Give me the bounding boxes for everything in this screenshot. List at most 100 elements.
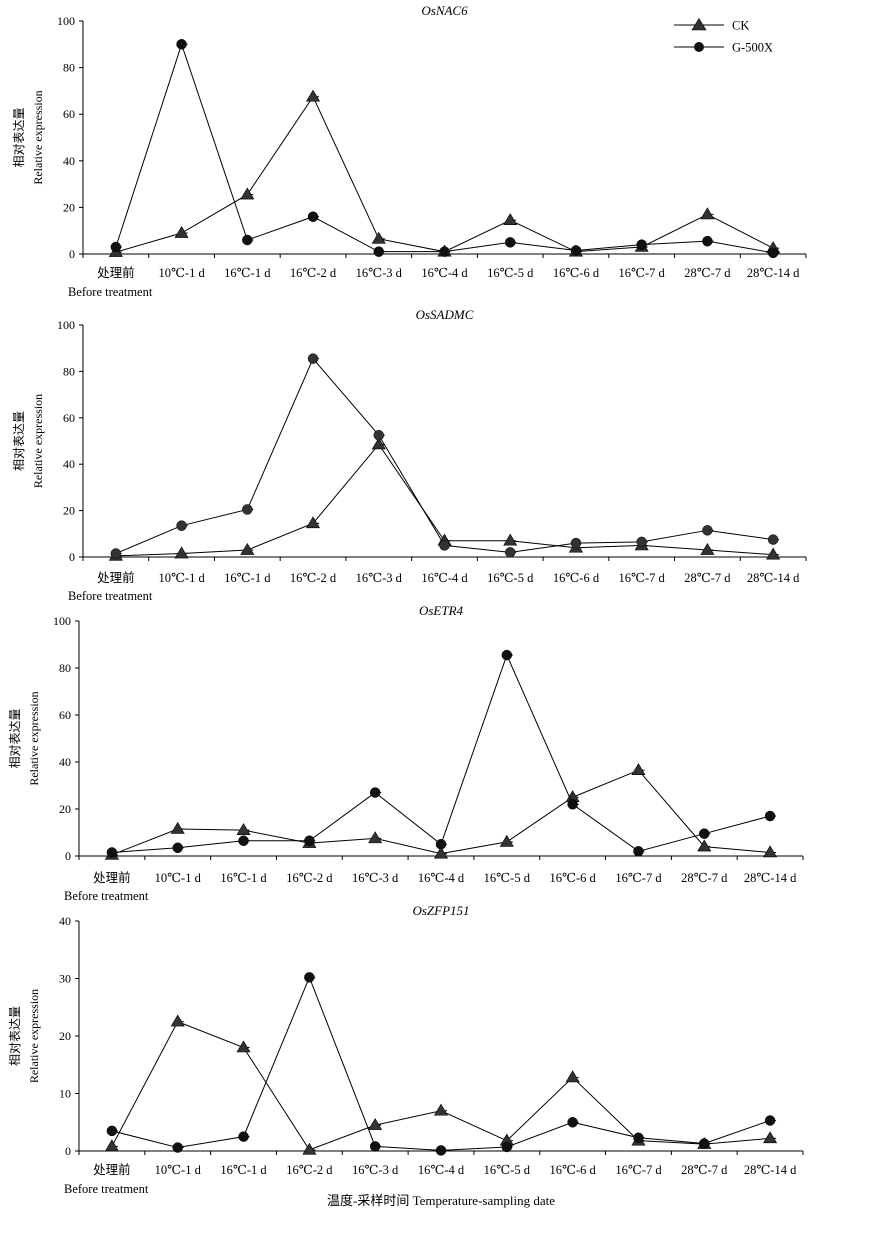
g500x-point	[106, 1125, 118, 1137]
g500x-point	[110, 548, 122, 559]
g500x-point	[373, 246, 385, 257]
ck-point	[174, 546, 189, 559]
y-tick-label: 20	[59, 802, 71, 816]
g500x-point	[238, 835, 249, 846]
y-tick-label: 80	[63, 61, 75, 75]
x-tick-label: 28℃-7 d	[684, 571, 731, 585]
x-tick-label: 16℃-1 d	[224, 571, 271, 585]
ck-point	[306, 516, 321, 529]
panel-title: OsZFP151	[412, 903, 469, 918]
g500x-point	[767, 247, 779, 259]
x-tick-label: 10℃-1 d	[155, 871, 202, 885]
g500x-point	[304, 972, 315, 983]
ck-point	[503, 533, 518, 546]
g500x-point	[304, 835, 315, 846]
before-treatment-label: Before treatment	[68, 285, 153, 299]
y-tick-label: 0	[65, 849, 71, 863]
g500x-point	[307, 211, 319, 222]
legend-ck-marker	[691, 17, 707, 31]
x-tick-label: 处理前	[93, 870, 131, 885]
panel-title: OsNAC6	[421, 3, 468, 18]
x-tick-label: 16℃-3 d	[356, 571, 403, 585]
x-tick-label: 处理前	[93, 1162, 131, 1177]
g500x-point	[172, 842, 183, 854]
g500x-point	[764, 1115, 776, 1126]
ck-point	[766, 547, 781, 560]
g500x-point	[106, 847, 118, 858]
g500x-point	[636, 239, 647, 250]
y-tick-label: 100	[53, 614, 71, 628]
g500x-point	[504, 237, 516, 248]
g500x-point	[570, 537, 582, 549]
y-tick-label: 100	[57, 14, 75, 28]
ck-point	[174, 225, 189, 238]
ck-point	[240, 187, 255, 200]
g500x-point	[633, 846, 644, 857]
x-tick-label: 16℃-4 d	[418, 871, 465, 885]
x-tick-label: 28℃-14 d	[744, 1163, 797, 1177]
ck-point	[565, 1070, 580, 1083]
ck-point	[240, 542, 255, 555]
g500x-point	[439, 246, 450, 257]
x-tick-label: 16℃-2 d	[290, 571, 337, 585]
x-tick-label: 28℃-7 d	[681, 871, 728, 885]
ck-point	[368, 831, 383, 844]
x-tick-label: 16℃-5 d	[487, 571, 534, 585]
x-tick-label: 16℃-3 d	[352, 1163, 399, 1177]
series-ck	[104, 1014, 778, 1155]
g500x-point	[435, 1145, 447, 1156]
ck-point	[371, 437, 386, 450]
before-treatment-label: Before treatment	[64, 1182, 149, 1196]
x-tick-label: 16℃-5 d	[487, 266, 534, 280]
ck-point	[763, 845, 778, 858]
x-tick-label: 16℃-4 d	[421, 266, 468, 280]
series-line	[111, 976, 771, 1151]
panel-OsSADMC: OsSADMC 0 20 40 60 80 100 处理前 10℃-1 d 16℃-1 d 16℃-…	[12, 307, 807, 603]
g500x-point	[633, 1132, 644, 1144]
legend: CK G-500X	[674, 17, 773, 55]
y-tick-label: 20	[59, 1029, 71, 1043]
y-tick-label: 40	[59, 755, 71, 769]
g500x-point	[501, 1141, 513, 1153]
ck-point	[104, 1139, 119, 1152]
y-tick-label: 30	[59, 972, 71, 986]
y-axis-label-cn: 相对表达量	[8, 1006, 22, 1066]
panel-OsNAC6: OsNAC6 0 20 40 60 80 100 处理前 10℃-1 d 16℃-1 d 16℃-2…	[12, 3, 807, 299]
y-tick-label: 40	[59, 914, 71, 928]
g500x-point	[242, 504, 253, 515]
y-tick-label: 20	[63, 504, 75, 518]
ck-point	[170, 821, 185, 834]
g500x-point	[238, 1131, 249, 1142]
ck-point	[371, 231, 386, 244]
y-tick-label: 60	[59, 708, 71, 722]
panel-OsETR4: OsETR4 0 20 40 60 80 100 处理前 10℃-1 d 16℃-1 d 16℃-2…	[8, 603, 804, 903]
ck-point	[170, 1014, 185, 1027]
x-tick-label: 16℃-3 d	[356, 266, 403, 280]
g500x-point	[702, 235, 713, 247]
y-tick-label: 40	[63, 154, 75, 168]
x-tick-label: 16℃-7 d	[615, 1163, 662, 1177]
ck-point	[302, 1142, 317, 1155]
ck-point	[697, 839, 712, 852]
x-tick-label: 10℃-1 d	[158, 571, 205, 585]
ck-point	[700, 207, 715, 220]
x-tick-label: 16℃-6 d	[553, 266, 600, 280]
x-tick-label: 16℃-3 d	[352, 871, 399, 885]
ck-point	[763, 1131, 778, 1144]
g500x-point	[699, 1138, 710, 1149]
g500x-point	[242, 234, 253, 246]
x-tick-label: 10℃-1 d	[155, 1163, 202, 1177]
x-tick-label: 16℃-2 d	[286, 871, 333, 885]
y-tick-label: 60	[63, 107, 75, 121]
legend-g500x-label: G-500X	[732, 41, 773, 55]
y-axis-label-en: Relative expression	[31, 394, 45, 488]
y-tick-label: 80	[59, 661, 71, 675]
ck-point	[503, 213, 518, 226]
series-g500x	[110, 39, 780, 259]
g500x-point	[699, 828, 710, 839]
g500x-point	[439, 540, 450, 551]
g500x-point	[172, 1142, 183, 1153]
series-line	[115, 357, 774, 554]
x-tick-label: 28℃-7 d	[684, 266, 731, 280]
